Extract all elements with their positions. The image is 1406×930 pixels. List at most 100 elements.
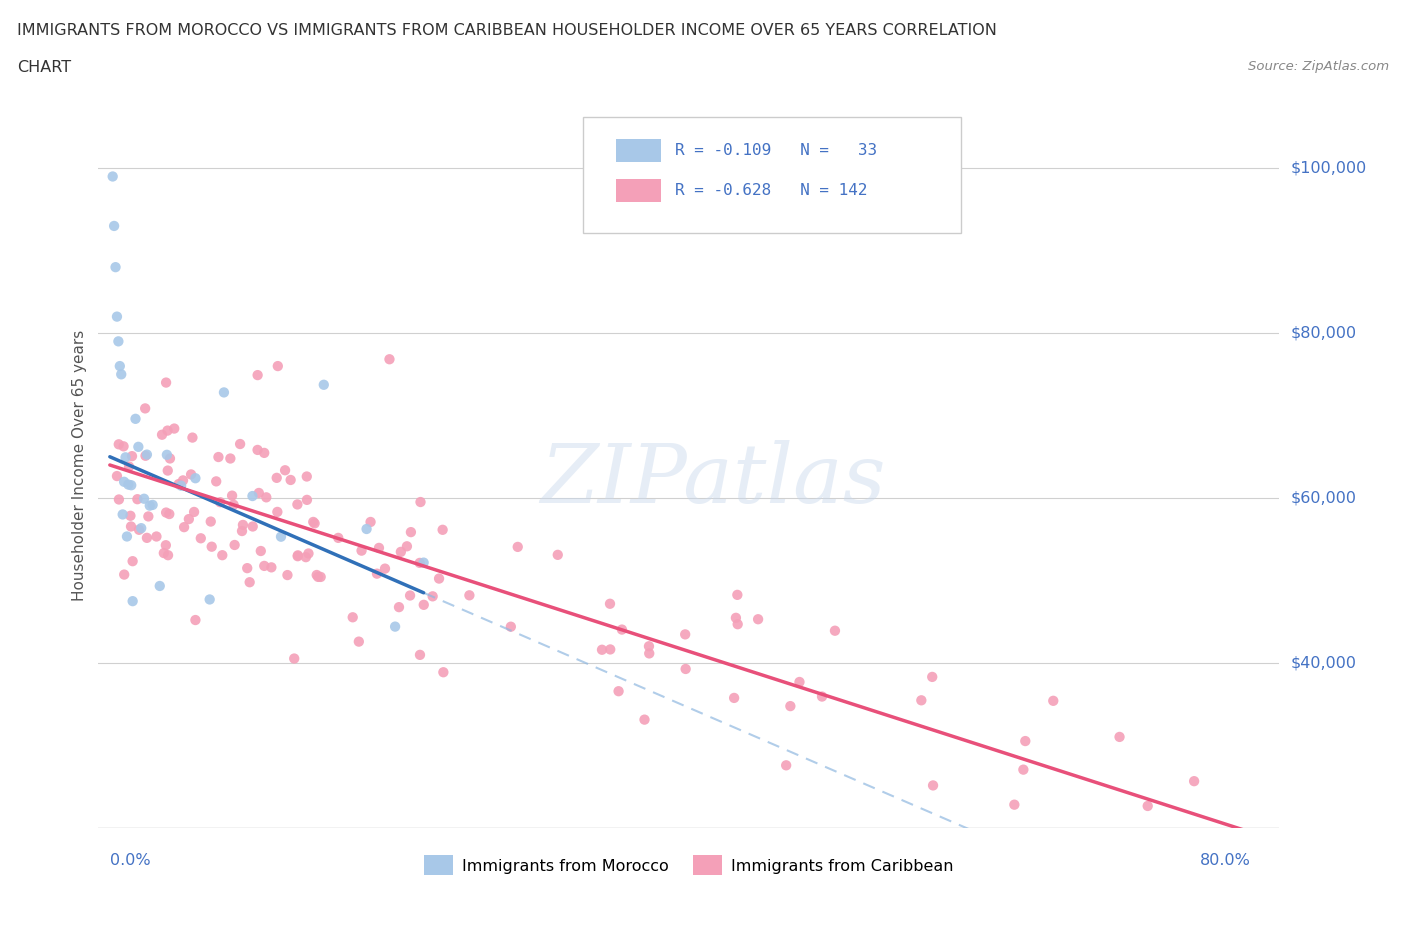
Point <box>120 519 142 534</box>
Point <box>1136 799 1159 814</box>
Point <box>1202 845 1225 860</box>
Text: IMMIGRANTS FROM MOROCCO VS IMMIGRANTS FROM CARIBBEAN HOUSEHOLDER INCOME OVER 65 : IMMIGRANTS FROM MOROCCO VS IMMIGRANTS FR… <box>17 23 997 38</box>
Point <box>156 423 179 438</box>
Point <box>170 478 193 493</box>
Point <box>422 589 444 604</box>
Point <box>409 555 432 570</box>
Point <box>155 375 177 390</box>
Point <box>205 474 228 489</box>
Point <box>231 524 253 538</box>
Point <box>117 477 139 492</box>
Point <box>287 497 309 512</box>
Point <box>124 411 146 426</box>
Point <box>427 571 450 586</box>
Point <box>120 509 142 524</box>
Point <box>297 546 319 561</box>
Point <box>184 471 207 485</box>
Point <box>270 529 292 544</box>
Point <box>409 495 432 510</box>
Point <box>207 449 229 464</box>
Point <box>173 520 195 535</box>
Point <box>105 309 128 324</box>
Text: R = -0.109   N =   33: R = -0.109 N = 33 <box>675 142 877 158</box>
Point <box>287 548 309 563</box>
Point <box>138 509 160 524</box>
Point <box>266 504 288 519</box>
FancyBboxPatch shape <box>582 117 960 232</box>
Point <box>1012 763 1035 777</box>
Point <box>201 539 224 554</box>
Point <box>198 592 221 607</box>
Point <box>253 445 276 460</box>
Point <box>312 378 335 392</box>
Point <box>111 507 134 522</box>
Point <box>247 485 270 500</box>
Point <box>159 451 181 466</box>
Point <box>249 543 271 558</box>
Point <box>432 523 454 538</box>
Point <box>724 610 747 625</box>
Point <box>280 472 302 487</box>
Point <box>139 498 162 513</box>
Point <box>236 561 259 576</box>
Point <box>242 488 264 503</box>
Text: $40,000: $40,000 <box>1291 656 1357 671</box>
Point <box>135 530 157 545</box>
Point <box>633 712 655 727</box>
Point <box>360 514 382 529</box>
Point <box>157 507 180 522</box>
Point <box>287 549 309 564</box>
Point <box>599 642 621 657</box>
Point <box>675 661 697 676</box>
Point <box>378 352 401 366</box>
Point <box>506 539 529 554</box>
Point <box>388 600 411 615</box>
Point <box>157 548 180 563</box>
Point <box>128 523 150 538</box>
Point <box>120 478 142 493</box>
Point <box>181 431 204 445</box>
Point <box>101 169 124 184</box>
Point <box>591 643 613 658</box>
Point <box>1108 729 1130 744</box>
Point <box>163 421 186 436</box>
Text: $100,000: $100,000 <box>1291 161 1367 176</box>
Point <box>723 690 745 705</box>
Point <box>399 525 422 539</box>
Point <box>221 488 243 503</box>
Point <box>108 492 131 507</box>
Point <box>155 505 177 520</box>
Point <box>222 498 245 512</box>
Point <box>253 558 276 573</box>
Point <box>747 612 769 627</box>
Point <box>307 569 329 584</box>
Point <box>638 639 661 654</box>
Point <box>184 613 207 628</box>
Point <box>1014 734 1036 749</box>
Point <box>389 544 412 559</box>
Point <box>115 529 138 544</box>
Text: Source: ZipAtlas.com: Source: ZipAtlas.com <box>1249 60 1389 73</box>
Text: 80.0%: 80.0% <box>1201 853 1251 868</box>
Y-axis label: Householder Income Over 65 years: Householder Income Over 65 years <box>72 329 87 601</box>
Point <box>283 651 305 666</box>
Point <box>112 567 135 582</box>
Point <box>183 504 205 519</box>
Point <box>302 514 325 529</box>
Point <box>150 427 173 442</box>
Point <box>458 588 481 603</box>
Point <box>1143 861 1166 876</box>
Point <box>356 522 378 537</box>
Point <box>266 471 288 485</box>
Point <box>104 259 127 274</box>
Text: 0.0%: 0.0% <box>110 853 150 868</box>
Point <box>132 491 155 506</box>
Point <box>775 758 797 773</box>
Point <box>121 553 143 568</box>
Point <box>274 463 297 478</box>
Point <box>725 588 748 603</box>
Point <box>153 546 176 561</box>
Point <box>304 516 326 531</box>
Point <box>328 530 350 545</box>
Point <box>114 450 136 465</box>
